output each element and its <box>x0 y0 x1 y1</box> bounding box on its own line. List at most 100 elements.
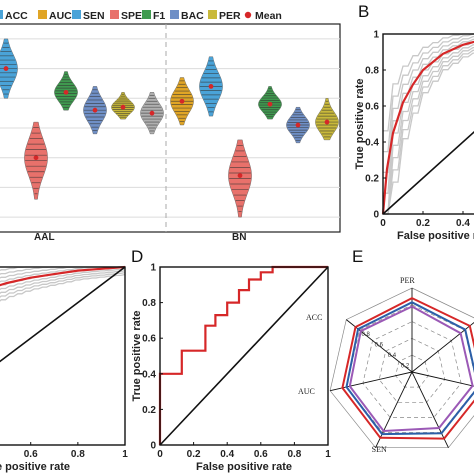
bootstrap-roc-6 <box>383 35 474 174</box>
violin-bn-per <box>315 98 339 141</box>
violin-bn-auc <box>170 77 194 126</box>
chance-line <box>159 266 329 446</box>
y-axis-label: True positive rate <box>131 310 143 401</box>
y-tick-label: 0.2 <box>365 174 379 185</box>
group-label-bn: BN <box>232 232 246 243</box>
radar-ring-4 <box>329 287 474 449</box>
bootstrap-roc-1 <box>0 271 126 298</box>
y-tick-label: 0.8 <box>142 298 156 309</box>
y-axis-label: True positive rate <box>354 78 366 169</box>
legend-label-mean: Mean <box>255 10 282 22</box>
y-tick-label: 0.8 <box>365 66 379 77</box>
legend-swatch-acc <box>0 10 3 19</box>
legend-label-bac: BAC <box>181 10 204 22</box>
legend-label-auc: AUC <box>49 10 72 22</box>
violin-marks <box>0 38 339 218</box>
y-tick-label: 0.6 <box>365 102 379 113</box>
panel-letter-d: D <box>131 247 143 266</box>
radar-spoke-4 <box>375 371 413 448</box>
legend-swatch-per <box>208 10 217 19</box>
legend-swatch-f1 <box>142 10 151 19</box>
chance-line <box>382 131 474 215</box>
radar-ring-1 <box>378 338 446 403</box>
roc-panel-c: 0.40.60.81e positive rate <box>0 265 128 473</box>
x-tick-label: 1 <box>122 449 128 460</box>
bootstrap-roc-3 <box>383 44 474 215</box>
bootstrap-roc-2 <box>0 270 126 295</box>
x-tick-label: 0.8 <box>71 449 85 460</box>
panel-letter-b: B <box>358 2 369 21</box>
plot-frame <box>159 266 329 446</box>
bootstrap-roc-5 <box>383 38 474 194</box>
roc-panel-d: D 0 0.2 0.4 0.6 0.8 1 0 0.2 0.4 0.6 0.8 1 False posi… <box>131 247 331 473</box>
bootstrap-roc-curves <box>383 33 474 215</box>
violin-mean-dot <box>63 89 69 95</box>
violin-mean-dot <box>295 122 301 128</box>
group-label-aal: AAL <box>34 232 55 243</box>
x-tick-label: 0.6 <box>24 449 38 460</box>
x-tick-label: 0.2 <box>187 449 201 460</box>
legend-swatch-auc <box>38 10 47 19</box>
radar-series-red <box>341 296 474 440</box>
violin-mean-dot <box>267 101 273 107</box>
violin-mean-dot <box>324 119 330 125</box>
radar-ring-tick: 0.8 <box>361 332 370 338</box>
radar-spoke-5 <box>330 371 413 392</box>
legend-label-spe: SPE <box>121 10 142 22</box>
x-tick-label: 0 <box>157 449 163 460</box>
plot-frame <box>0 266 126 446</box>
violin-mean-dot <box>120 104 126 110</box>
bootstrap-roc-3 <box>0 268 126 291</box>
bootstrap-roc-0 <box>0 273 126 302</box>
radar-spoke-1 <box>411 321 474 373</box>
x-axis-label: e positive rate <box>0 461 70 473</box>
bootstrap-roc-8 <box>383 33 474 132</box>
radar-ring-0 <box>395 354 429 388</box>
y-tick-label: 1 <box>373 30 379 41</box>
legend-swatch-spe <box>110 10 119 19</box>
violin-gridlines <box>0 38 340 218</box>
legend-label-sen: SEN <box>83 10 105 22</box>
violin-aal-spe <box>24 121 48 200</box>
radar-panel-e: E 0.2 0.4 0.6 0.8 PER ACC AUC SEN <box>298 247 474 454</box>
x-tick-label: 0.6 <box>254 449 268 460</box>
radar-axis-label-per: PER <box>400 276 415 285</box>
roc-panel-b: B 0 0.2 0.4 0 0.2 0.4 0.6 0.8 1 False positive ra… <box>354 2 474 242</box>
violin-aal-f1 <box>54 71 78 111</box>
x-axis-label: False positive rate <box>196 461 292 473</box>
violin-aal-bac <box>83 86 107 135</box>
radar-axis-label-sen: SEN <box>372 445 387 454</box>
radar-ring-tick: 0.2 <box>401 364 410 370</box>
x-tick-label: 0.2 <box>416 218 430 229</box>
violin-mean-dot <box>208 84 214 89</box>
radar-series-blue <box>345 301 474 436</box>
radar-spoke-3 <box>411 371 449 448</box>
violin-panel: ACC AUC SEN SPE F1 BAC PER Mean AAL BN <box>0 10 341 243</box>
radar-ring-tick: 0.6 <box>375 343 384 349</box>
violin-mean-dot <box>179 98 185 104</box>
radar-series-purple <box>348 305 474 433</box>
radar-ring-2 <box>362 321 462 418</box>
x-tick-label: 0 <box>380 218 386 229</box>
x-tick-label: 0.4 <box>220 449 234 460</box>
bootstrap-roc-4 <box>383 41 474 215</box>
roc-curve <box>381 40 474 215</box>
violin-mean-dot <box>149 110 155 116</box>
violin-mean-dot <box>92 107 98 113</box>
legend-label-per: PER <box>219 10 241 22</box>
violin-bn-f1 <box>258 86 282 120</box>
violin-mean-dot <box>3 66 9 71</box>
y-tick-label: 0.4 <box>142 369 156 380</box>
chance-line <box>0 266 126 363</box>
y-tick-label: 1 <box>150 263 156 274</box>
violin-bn-sen <box>199 56 223 117</box>
y-tick-label: 0.2 <box>142 405 156 416</box>
radar-ring-tick: 0.4 <box>388 353 397 359</box>
violin-mean-dot <box>237 173 243 178</box>
y-tick-label: 0 <box>373 210 379 221</box>
plot-frame <box>382 33 474 215</box>
bootstrap-roc-2 <box>383 46 474 215</box>
legend-swatch-sen <box>72 10 81 19</box>
bootstrap-roc-curves <box>0 266 126 302</box>
